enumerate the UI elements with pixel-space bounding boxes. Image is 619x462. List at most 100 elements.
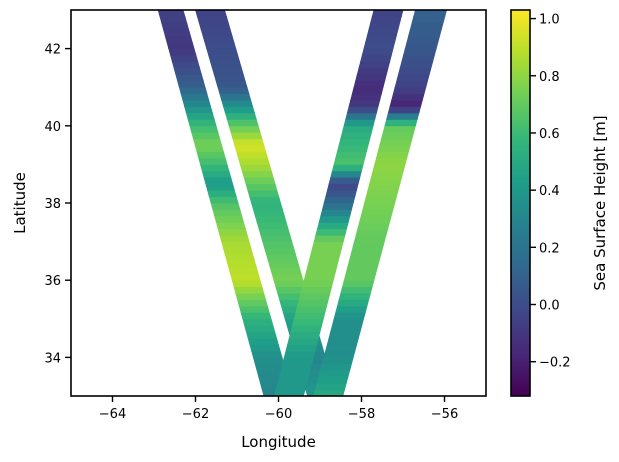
swath-cell xyxy=(247,189,280,197)
swath-cell xyxy=(365,35,397,43)
swath-cell xyxy=(318,215,351,223)
swath-cell xyxy=(382,125,416,133)
swath-cell xyxy=(336,299,370,307)
swath-cell xyxy=(328,331,361,339)
swath-cell xyxy=(360,209,394,217)
y-tick-label: 34 xyxy=(44,351,61,366)
swath-cell xyxy=(333,157,366,165)
swath-cell xyxy=(238,305,270,313)
swath-cell xyxy=(207,189,237,197)
swath-cell xyxy=(264,247,297,255)
swath-cell xyxy=(403,48,437,56)
swath-cell xyxy=(210,202,241,210)
swath-cell xyxy=(333,311,366,320)
swath-cell xyxy=(275,382,308,390)
swath-cell xyxy=(265,254,298,262)
swath-cell xyxy=(180,93,210,101)
swath-cell xyxy=(249,196,282,204)
swath-cell xyxy=(283,350,316,358)
swath-cell xyxy=(355,73,387,82)
colorbar-title: Sea Surface Height [m] xyxy=(591,115,609,290)
swath-cell xyxy=(318,369,351,378)
swath-cell xyxy=(171,61,201,69)
swath-cell xyxy=(230,131,263,140)
swath-cell xyxy=(379,138,413,146)
swath-cell xyxy=(401,54,435,62)
swath-cell xyxy=(387,106,422,114)
swath-cell xyxy=(313,234,346,243)
swath-cell xyxy=(368,22,401,30)
swath-cell xyxy=(330,324,363,333)
swath-cell xyxy=(372,163,406,172)
swath-cell xyxy=(355,228,389,236)
swath-cell xyxy=(208,196,239,204)
swath-cell xyxy=(361,48,394,56)
swath-cell xyxy=(384,118,418,127)
swath-cell xyxy=(345,266,378,275)
swath-cell xyxy=(269,266,302,275)
swath-cell xyxy=(404,41,439,49)
swath-cell xyxy=(396,73,430,82)
swath-cell xyxy=(196,151,226,159)
swath-cell xyxy=(325,344,358,352)
swath-cell xyxy=(338,292,372,300)
swath-4 xyxy=(313,10,447,396)
swath-cell xyxy=(312,241,344,249)
swath-cell xyxy=(348,99,381,107)
swath-cell xyxy=(381,131,415,140)
swath-cell xyxy=(406,35,441,43)
swath-cell xyxy=(321,202,354,210)
swath-cell xyxy=(169,54,199,62)
swath-cell xyxy=(221,241,252,249)
swath-cell xyxy=(258,228,291,236)
y-tick-label: 42 xyxy=(44,43,61,58)
swath-cell xyxy=(173,67,202,75)
swath-cell xyxy=(242,318,274,326)
swath-cell xyxy=(343,273,377,281)
swath-cell xyxy=(219,234,250,243)
swath-cell xyxy=(351,86,384,95)
swath-cell xyxy=(353,80,386,88)
swath-cell xyxy=(316,221,349,230)
swath-cell xyxy=(307,260,339,268)
swath-cell xyxy=(222,247,254,255)
swath-cell xyxy=(341,125,374,133)
swath-cell xyxy=(256,221,289,230)
swath-cell xyxy=(212,209,243,217)
swath-cell xyxy=(236,151,269,159)
swath-cell xyxy=(340,286,373,294)
swath-cell xyxy=(295,305,328,313)
swath-cell xyxy=(391,93,425,101)
swath-cell xyxy=(231,279,263,288)
swath-cell xyxy=(278,369,311,378)
colorbar-tick-label: 0.8 xyxy=(539,70,560,85)
swath-cell xyxy=(217,86,250,95)
swath-cell xyxy=(365,189,399,197)
x-tick-label: −58 xyxy=(348,407,375,422)
swath-cell xyxy=(213,73,246,82)
swath-cell xyxy=(233,286,265,294)
swath-cell xyxy=(371,10,404,17)
swath-cell xyxy=(178,86,208,95)
swath-cell xyxy=(224,112,257,120)
swath-cell xyxy=(235,292,267,300)
swath-cell xyxy=(350,247,384,255)
swath-cell xyxy=(189,125,219,133)
swath-cell xyxy=(409,22,444,30)
swath-cell xyxy=(298,292,331,300)
swath-cell xyxy=(399,61,434,69)
swath-cell xyxy=(202,35,235,43)
swath-cell xyxy=(196,16,229,24)
swath-cell xyxy=(282,356,314,365)
swath-cell xyxy=(252,209,285,217)
swath-cell xyxy=(249,344,281,352)
swath-cell xyxy=(237,157,270,165)
swath-cell xyxy=(191,131,221,140)
swath-cell xyxy=(325,189,358,197)
swath-cell xyxy=(369,176,403,185)
swath-cell xyxy=(254,215,287,223)
swath-cell xyxy=(374,157,408,165)
swath-cell xyxy=(340,131,372,140)
swath-cell xyxy=(330,170,363,178)
swath-cell xyxy=(229,273,261,281)
